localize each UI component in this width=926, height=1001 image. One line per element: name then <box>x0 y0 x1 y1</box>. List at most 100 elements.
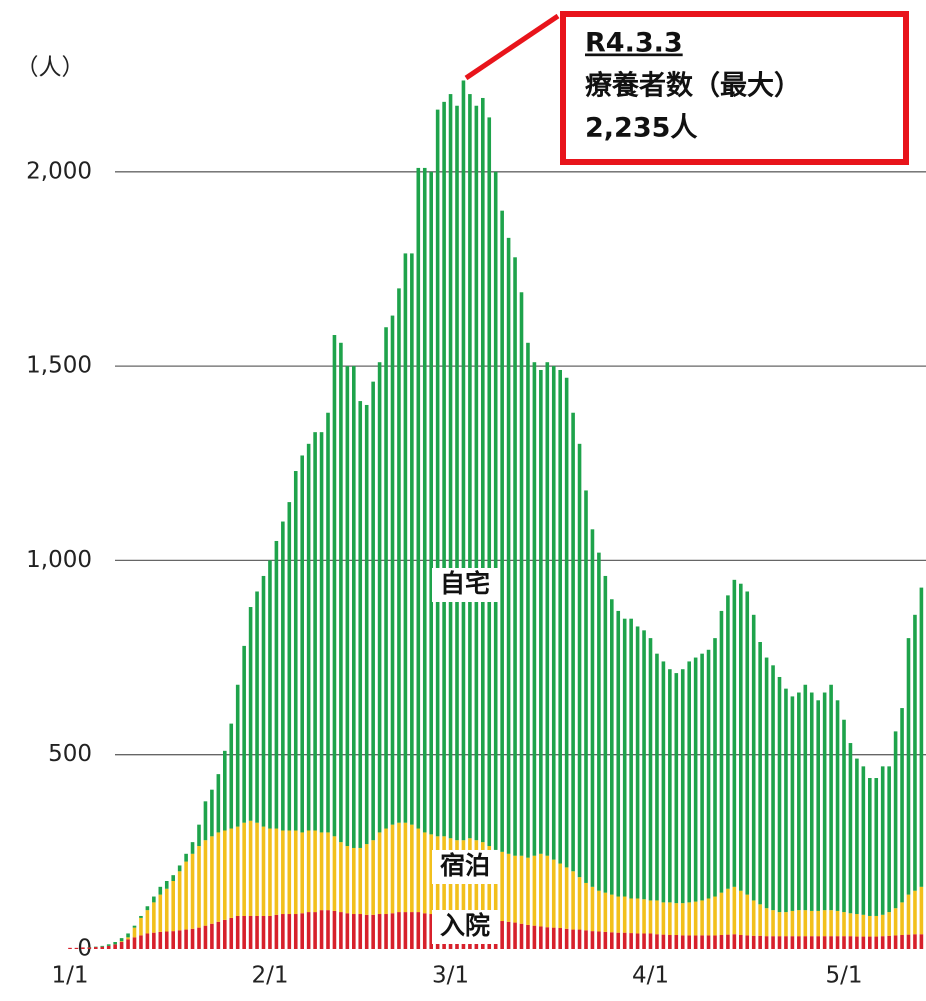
bar-segment <box>255 591 259 822</box>
bar-segment <box>326 910 330 949</box>
bar-segment <box>733 934 737 949</box>
bar-segment <box>236 685 240 827</box>
bar-segment <box>920 934 924 949</box>
bar-segment <box>191 854 195 929</box>
bar-segment <box>687 902 691 935</box>
bar-segment <box>191 842 195 854</box>
bar-segment <box>255 823 259 916</box>
bar-segment <box>346 846 350 913</box>
bar-segment <box>694 935 698 949</box>
bar-segment <box>578 930 582 949</box>
bar-segment <box>191 929 195 949</box>
bar-segment <box>113 942 117 944</box>
bar-segment <box>107 946 111 949</box>
bar-segment <box>920 887 924 934</box>
bar-segment <box>159 895 163 932</box>
bar-segment <box>300 455 304 832</box>
bar-segment <box>410 912 414 949</box>
bar-segment <box>210 836 214 923</box>
bar-segment <box>907 935 911 949</box>
bar-segment <box>558 864 562 929</box>
bar-segment <box>771 665 775 910</box>
bar-segment <box>636 626 640 898</box>
bar-segment <box>745 591 749 894</box>
bar-segment <box>242 916 246 949</box>
bar-segment <box>210 924 214 949</box>
bar-segment <box>281 914 285 949</box>
bar-segment <box>500 852 504 921</box>
bar-segment <box>429 172 433 835</box>
bar-segment <box>494 172 498 850</box>
bar-segment <box>816 700 820 911</box>
bar-segment <box>907 895 911 935</box>
bar-segment <box>565 929 569 949</box>
bar-segment <box>597 932 601 949</box>
bar-segment <box>533 926 537 949</box>
bar-segment <box>842 912 846 936</box>
bar-segment <box>771 910 775 936</box>
bar-segment <box>539 926 543 949</box>
bar-segment <box>378 362 382 832</box>
bar-segment <box>397 823 401 912</box>
bar-segment <box>88 947 92 949</box>
bar-segment <box>778 936 782 949</box>
bar-segment <box>739 584 743 891</box>
annotation-value: 2,235人 <box>585 113 697 144</box>
bar-segment <box>268 829 272 916</box>
bar-segment <box>900 935 904 949</box>
bar-segment <box>629 933 633 949</box>
bar-segment <box>887 936 891 949</box>
bar-segment <box>578 877 582 929</box>
bar-segment <box>700 654 704 901</box>
bar-segment <box>881 936 885 949</box>
bar-segment <box>623 933 627 949</box>
bar-segment <box>236 827 240 916</box>
bar-segment <box>584 930 588 949</box>
bar-segment <box>591 887 595 931</box>
bar-segment <box>184 862 188 930</box>
bar-segment <box>333 911 337 949</box>
bar-segment <box>610 932 614 949</box>
bar-segment <box>68 948 72 949</box>
bar-segment <box>836 936 840 949</box>
bar-segment <box>649 933 653 949</box>
bar-segment <box>352 366 356 848</box>
bar-segment <box>352 914 356 949</box>
bar-segment <box>281 830 285 914</box>
bar-segment <box>365 844 369 915</box>
bar-segment <box>365 915 369 949</box>
bar-segment <box>765 908 769 936</box>
bar-segment <box>526 925 530 949</box>
bar-segment <box>565 867 569 928</box>
bar-segment <box>229 724 233 829</box>
y-tick-label: 1,500 <box>26 353 92 379</box>
annotation-label: 療養者数（最大） <box>585 70 801 102</box>
bar-segment <box>829 685 833 910</box>
bar-segment <box>346 913 350 949</box>
series-label: 宿泊 <box>440 851 490 880</box>
bar-segment <box>849 936 853 949</box>
bar-segment <box>887 912 891 936</box>
bar-segment <box>120 942 124 949</box>
bar-segment <box>668 669 672 902</box>
bar-segment <box>739 935 743 949</box>
bar-segment <box>184 854 188 862</box>
bar-segment <box>526 343 530 858</box>
bar-segment <box>397 912 401 949</box>
bar-segment <box>900 708 904 902</box>
bar-segment <box>152 933 156 949</box>
bar-segment <box>217 774 221 832</box>
bar-segment <box>894 731 898 908</box>
bar-segment <box>539 370 543 854</box>
bar-segment <box>313 432 317 830</box>
bar-segment <box>249 916 253 949</box>
bar-segment <box>571 930 575 949</box>
bar-segment <box>707 650 711 899</box>
annotation-leader <box>466 16 558 78</box>
bar-segment <box>616 611 620 897</box>
bar-segment <box>823 936 827 949</box>
bar-segment <box>320 432 324 832</box>
bar-segment <box>816 911 820 936</box>
bar-segment <box>378 914 382 949</box>
bar-segment <box>217 922 221 949</box>
